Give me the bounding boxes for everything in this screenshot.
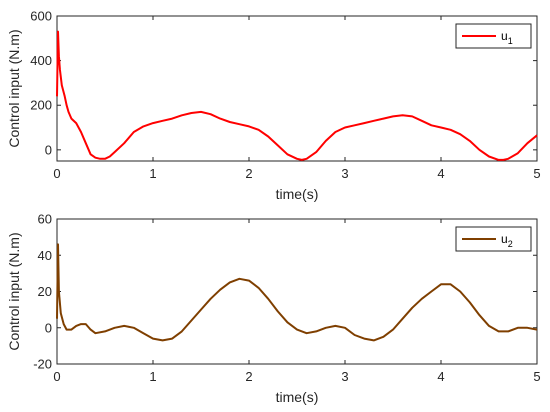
series-line-u1 — [56, 30, 538, 161]
x-tick-label: 4 — [437, 369, 444, 384]
y-tick-label: 200 — [30, 98, 52, 113]
series-line-u2 — [56, 243, 538, 342]
x-axis-label: time(s) — [276, 186, 319, 202]
chart-panel-1: 0 1 2 3 4 5 0 200 400 600 time(s) Control input (N.… — [6, 9, 541, 203]
y-tick-label: 0 — [45, 142, 52, 157]
legend-label-u2: u2 — [501, 232, 513, 249]
y-tick-label: 60 — [38, 212, 52, 227]
y-axis-label: Control input (N.m) — [6, 232, 22, 350]
x-tick-label: 0 — [53, 166, 60, 181]
x-axis-label: time(s) — [276, 389, 319, 405]
x-tick-label: 2 — [245, 166, 252, 181]
y-tick-label: 0 — [45, 320, 52, 335]
x-tick-label: 2 — [245, 369, 252, 384]
y-tick-label: -20 — [33, 357, 52, 372]
legend-subscript: 1 — [508, 36, 513, 46]
y-tick-label: 400 — [30, 53, 52, 68]
x-tick-label: 1 — [149, 369, 156, 384]
x-tick-label: 0 — [53, 369, 60, 384]
legend-subscript: 2 — [508, 239, 513, 249]
x-tick-label: 3 — [341, 369, 348, 384]
y-tick-label: 600 — [30, 9, 52, 24]
x-tick-label: 5 — [533, 166, 540, 181]
x-tick-label: 1 — [149, 166, 156, 181]
y-tick-label: 40 — [38, 248, 52, 263]
legend-label-u1: u1 — [501, 29, 513, 46]
x-tick-label: 3 — [341, 166, 348, 181]
x-tick-label: 4 — [437, 166, 444, 181]
y-axis-label: Control input (N.m) — [6, 29, 22, 147]
y-tick-label: 20 — [38, 284, 52, 299]
x-tick-label: 5 — [533, 369, 540, 384]
